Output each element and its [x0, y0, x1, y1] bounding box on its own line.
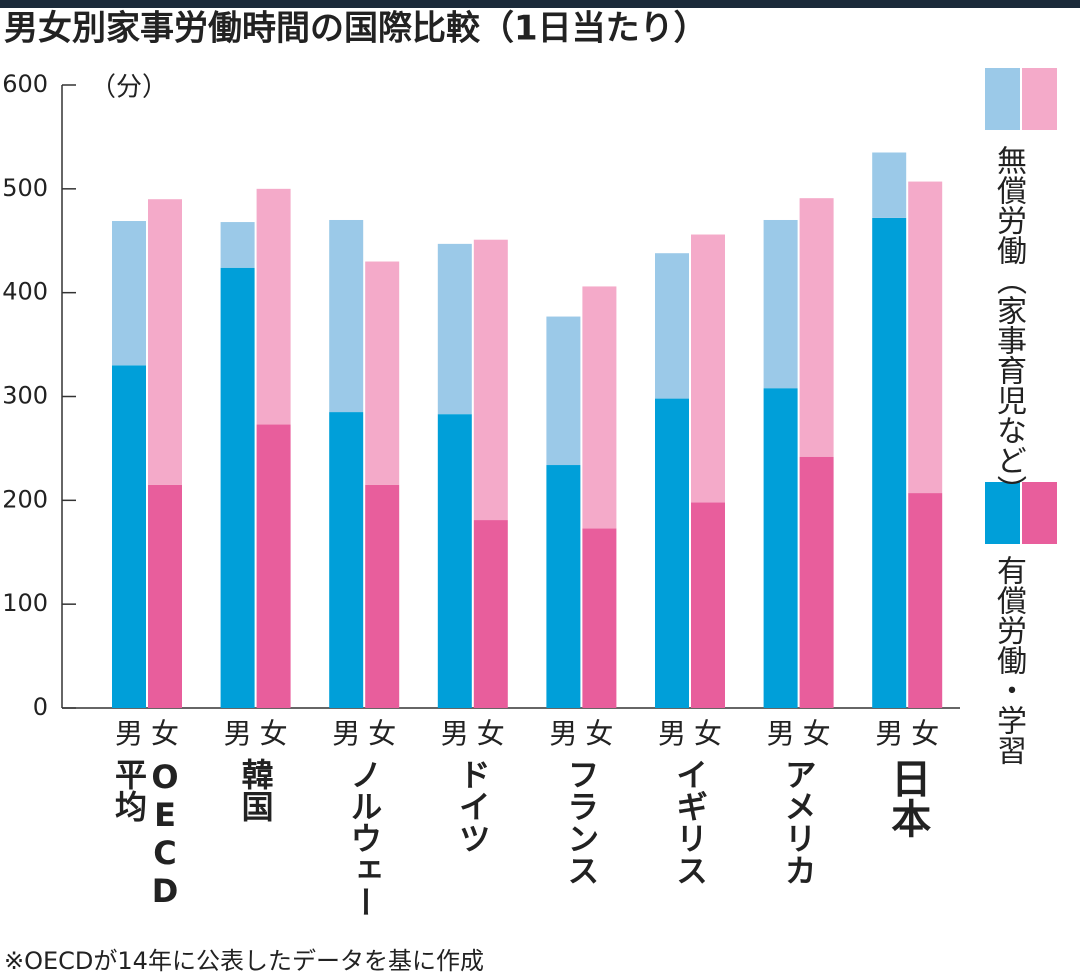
- bar-segment: [691, 234, 725, 503]
- chart-title: 男女別家事労働時間の国際比較（1日当たり）: [4, 9, 708, 49]
- gender-label: 男: [658, 717, 686, 750]
- bar-segment: [437, 414, 472, 708]
- bar-segment: [908, 493, 943, 708]
- gender-label: 男: [875, 717, 903, 750]
- bar-segment: [908, 181, 943, 494]
- bar-segment: [473, 520, 508, 708]
- bar-segment: [329, 219, 364, 413]
- bar-segment: [582, 528, 617, 708]
- bar-segment: [473, 239, 508, 521]
- bar-segment: [256, 188, 291, 425]
- category-label: フランス: [562, 758, 601, 886]
- y-tick-label: 400: [2, 278, 48, 306]
- bar-segment: [655, 398, 689, 708]
- y-tick-label: 300: [2, 382, 48, 410]
- bar-segment: [220, 267, 255, 708]
- bar-segment: [655, 253, 689, 399]
- gender-label: 男: [332, 717, 360, 750]
- category-label: ノルウェー: [345, 758, 384, 918]
- bar-segment: [365, 261, 400, 485]
- category-label: イギリス: [671, 758, 709, 886]
- gender-label: 男: [115, 717, 143, 750]
- y-tick-label: 200: [2, 485, 48, 513]
- legend-swatch: [1022, 68, 1057, 130]
- category-label: OECD: [146, 758, 184, 910]
- bar-segment: [546, 465, 581, 708]
- y-tick-label: 0: [33, 693, 48, 721]
- legend-swatch: [985, 482, 1020, 544]
- category-label: 韓国: [236, 758, 275, 822]
- y-tick-label: 500: [2, 174, 48, 202]
- bar-segment: [329, 412, 364, 708]
- legend-swatch: [985, 68, 1020, 130]
- bar-segment: [365, 484, 400, 708]
- gender-label: 男: [441, 717, 469, 750]
- gender-label: 女: [260, 717, 288, 750]
- y-tick-label: 600: [2, 70, 48, 98]
- category-label: アメリカ: [779, 758, 818, 886]
- top-bar: [0, 0, 1080, 8]
- gender-label: 女: [368, 717, 396, 750]
- bar-segment: [148, 484, 182, 708]
- gender-label: 女: [151, 717, 179, 750]
- gender-label: 女: [694, 717, 722, 750]
- bar-segment: [763, 388, 798, 708]
- bar-segment: [691, 502, 725, 708]
- legend-swatch: [1022, 482, 1057, 544]
- footnote: ※OECDが14年に公表したデータを基に作成: [4, 947, 484, 975]
- bar-segment: [437, 243, 472, 415]
- gender-label: 女: [803, 717, 831, 750]
- y-unit: （分）: [90, 73, 168, 103]
- category-label: ドイツ: [453, 758, 492, 854]
- bar-segment: [799, 198, 834, 457]
- y-tick-label: 100: [2, 589, 48, 617]
- gender-label: 男: [767, 717, 795, 750]
- gender-label: 男: [549, 717, 577, 750]
- gender-label: 女: [477, 717, 505, 750]
- legend-label: 有償労働・学習: [991, 555, 1026, 765]
- bar-segment: [256, 424, 291, 708]
- gender-label: 女: [911, 717, 939, 750]
- bar-segment: [546, 316, 581, 466]
- bar-segment: [872, 217, 907, 708]
- bar-segment: [763, 219, 798, 389]
- gender-label: 女: [585, 717, 613, 750]
- bar-segment: [148, 199, 182, 485]
- bar-segment: [799, 456, 834, 708]
- bar-segment: [872, 152, 907, 218]
- bar-segment: [112, 221, 146, 366]
- bar-segment: [112, 365, 146, 708]
- category-label: 平均: [110, 758, 148, 822]
- gender-label: 男: [224, 717, 252, 750]
- bar-segment: [582, 286, 617, 529]
- legend-label: 無償労働（家事育児など）: [991, 145, 1026, 505]
- category-label: 日本: [884, 758, 931, 838]
- bar-segment: [220, 222, 255, 268]
